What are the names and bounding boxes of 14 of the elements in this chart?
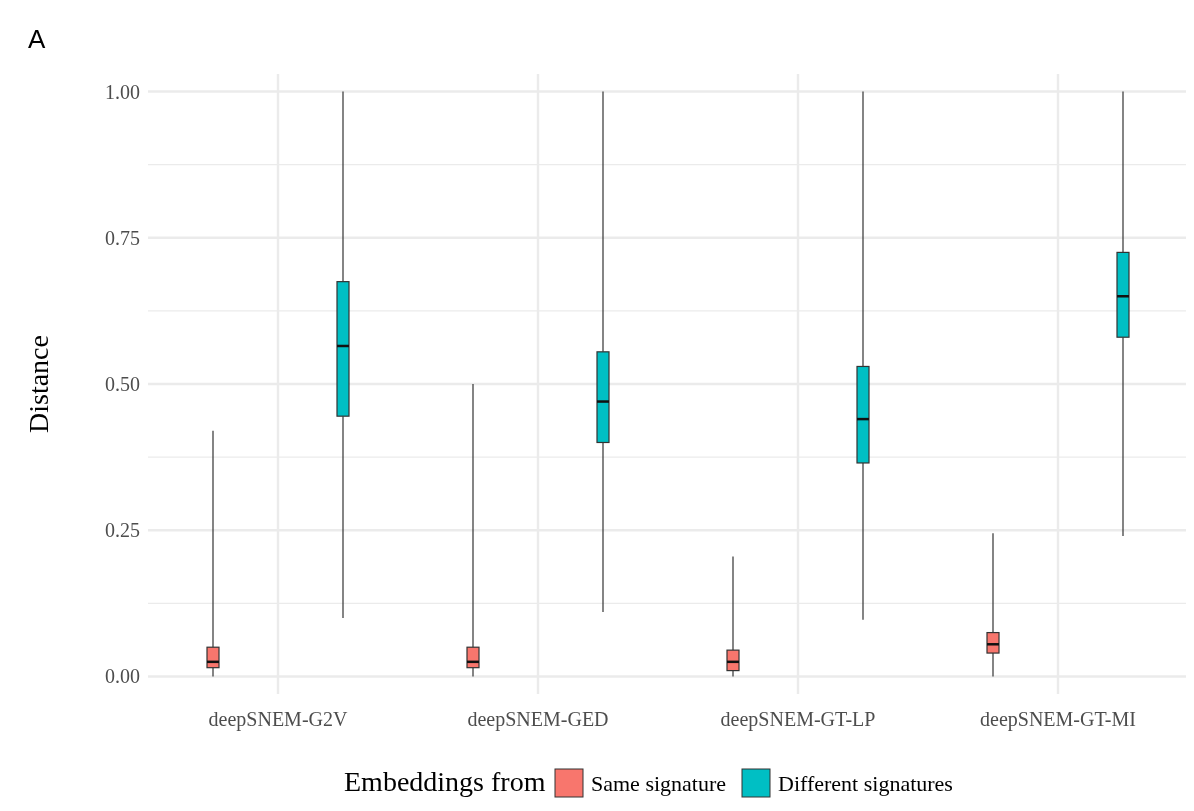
legend-label: Same signature bbox=[591, 771, 727, 796]
x-tick-label: deepSNEM-G2V bbox=[208, 708, 348, 731]
x-tick-label: deepSNEM-GT-LP bbox=[720, 708, 876, 731]
y-tick-label: 0.00 bbox=[105, 665, 140, 688]
y-tick-label: 0.75 bbox=[105, 226, 140, 249]
legend-label: Different signatures bbox=[778, 771, 953, 796]
x-tick-label: deepSNEM-GED bbox=[467, 708, 609, 731]
y-tick-label: 1.00 bbox=[105, 80, 140, 103]
y-tick-label: 0.25 bbox=[105, 519, 140, 542]
x-tick-label: deepSNEM-GT-MI bbox=[980, 708, 1136, 731]
y-axis-title: Distance bbox=[23, 335, 54, 433]
y-tick-label: 0.50 bbox=[105, 373, 140, 395]
legend-title: Embeddings from bbox=[344, 766, 546, 797]
text: A bbox=[28, 24, 46, 54]
